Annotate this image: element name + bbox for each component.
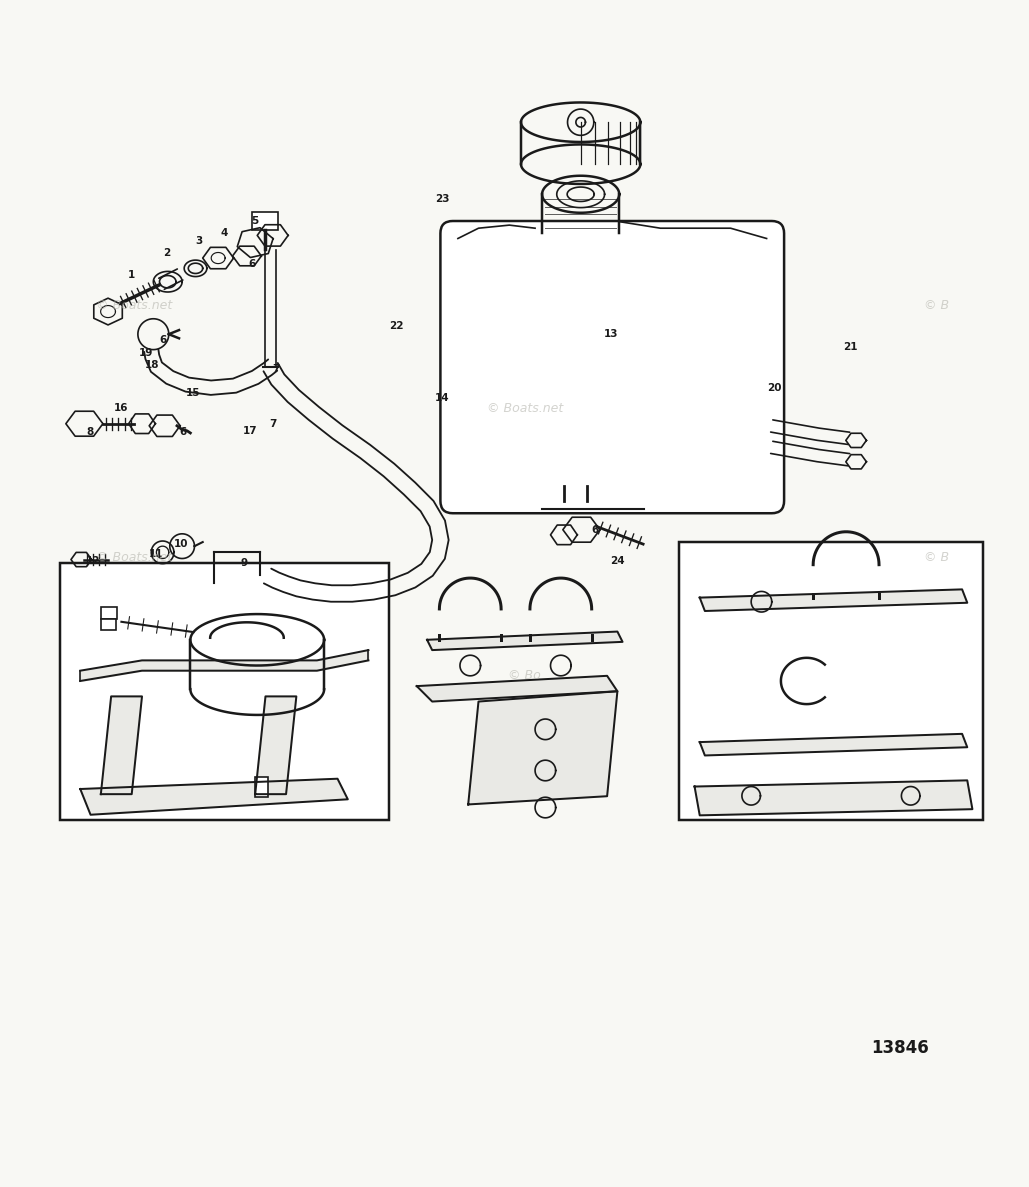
Bar: [252, 211, 278, 230]
Polygon shape: [417, 675, 617, 702]
Polygon shape: [700, 590, 967, 611]
Text: 10: 10: [174, 539, 188, 550]
Polygon shape: [700, 734, 967, 755]
Polygon shape: [468, 691, 617, 805]
Text: 13: 13: [604, 329, 618, 339]
Text: 11: 11: [149, 550, 164, 559]
Text: 6: 6: [179, 427, 187, 437]
Text: 4: 4: [220, 228, 228, 239]
Text: 16: 16: [114, 404, 129, 413]
Text: © B: © B: [924, 551, 949, 564]
Text: 17: 17: [243, 426, 257, 436]
Text: 3: 3: [194, 235, 203, 246]
Bar: [101, 607, 117, 620]
Text: 23: 23: [435, 195, 450, 204]
Text: 21: 21: [843, 342, 857, 351]
Text: 6: 6: [158, 336, 167, 345]
Text: 9: 9: [241, 558, 247, 567]
Text: 7: 7: [272, 364, 280, 374]
Text: © Boats.net: © Boats.net: [96, 299, 172, 312]
Text: 2: 2: [163, 248, 171, 258]
Text: 7: 7: [269, 419, 277, 429]
Polygon shape: [80, 779, 348, 814]
Bar: [101, 620, 116, 629]
Text: 6: 6: [248, 259, 256, 269]
Polygon shape: [427, 631, 623, 650]
Text: 1: 1: [128, 269, 136, 279]
Bar: [679, 542, 983, 820]
Bar: [255, 776, 268, 798]
Text: 18: 18: [145, 360, 159, 370]
Text: 13846: 13846: [872, 1040, 929, 1058]
Text: 19: 19: [139, 348, 153, 357]
Polygon shape: [255, 697, 296, 794]
Text: 12: 12: [85, 556, 100, 565]
Text: © B: © B: [924, 299, 949, 312]
Bar: [60, 563, 389, 820]
Text: 22: 22: [389, 320, 403, 331]
Text: 15: 15: [186, 388, 201, 398]
FancyBboxPatch shape: [440, 221, 784, 513]
Polygon shape: [695, 780, 972, 815]
Text: 8: 8: [85, 427, 94, 437]
Text: © Boats.net: © Boats.net: [96, 551, 172, 564]
Text: 20: 20: [768, 382, 782, 393]
Text: © Bo: © Bo: [508, 669, 541, 683]
Polygon shape: [101, 697, 142, 794]
Text: 5: 5: [251, 216, 259, 226]
Text: 24: 24: [610, 556, 625, 565]
Text: © Boats.net: © Boats.net: [487, 401, 563, 414]
Text: 6: 6: [591, 525, 599, 534]
Text: 14: 14: [435, 393, 450, 404]
